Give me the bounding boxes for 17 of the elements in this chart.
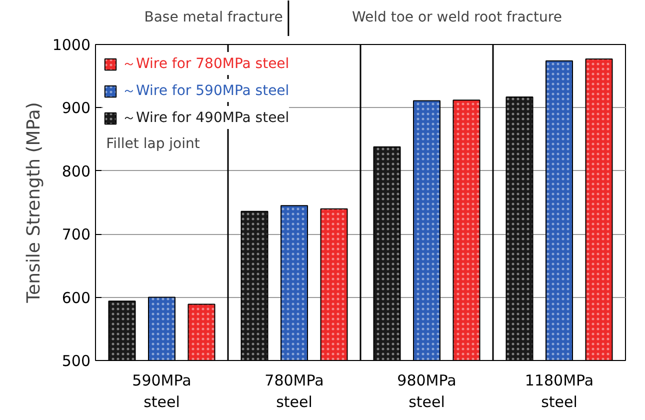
legend-label: ～Wire for 590MPa steel [122, 82, 290, 100]
legend-label: ～Wire for 490MPa steel [122, 108, 290, 128]
y-tick-label: 800 [62, 162, 91, 180]
y-tick-label: 1000 [52, 36, 91, 54]
text: Weld toe or weld root fracture [352, 10, 562, 26]
y-axis-title: Tensile Strength (MPa) [23, 102, 44, 304]
x-tick-label: 590MPa steel [132, 372, 192, 412]
x-tick-label: 780MPa steel [264, 372, 324, 412]
x-tick-label: 1180MPa steel [524, 372, 594, 412]
annotation: Fillet lap joint [106, 136, 200, 152]
y-tick-label: 900 [62, 99, 91, 118]
y-tick-label: 600 [62, 288, 91, 307]
y-tick-label: 500 [62, 352, 91, 370]
legend-label: ～Wire for 780MPa steel [122, 54, 290, 74]
y-tick-label: 700 [62, 226, 91, 244]
x-tick-label: 980MPa steel [397, 372, 456, 412]
text: Base metal fracture [144, 10, 283, 26]
